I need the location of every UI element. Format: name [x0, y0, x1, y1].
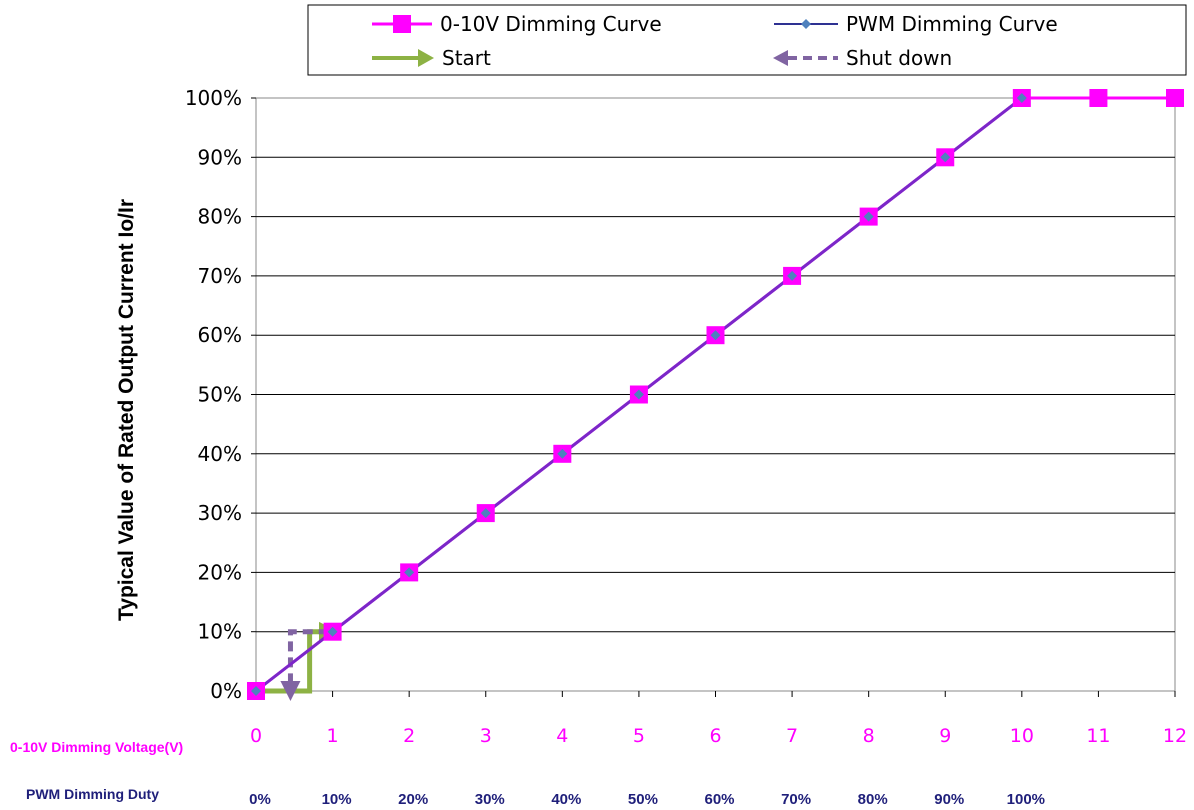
point-pwm	[710, 330, 721, 341]
point-pwm	[1016, 93, 1027, 103]
point-pwm	[557, 448, 568, 459]
point-pwm	[251, 686, 261, 696]
voltage-tick-label: 7	[786, 725, 798, 747]
start-shutdown-arrows	[256, 621, 339, 701]
x-axis-label-duty: PWM Dimming Duty	[26, 786, 159, 802]
y-tick-label: 40%	[198, 442, 242, 466]
legend-label: Start	[442, 46, 491, 70]
duty-tick-label: 70%	[781, 791, 811, 808]
voltage-tick-label: 1	[327, 725, 339, 747]
x-axis-label-voltage: 0-10V Dimming Voltage(V)	[10, 739, 183, 755]
voltage-tick-labels: 0 1 2 3 4 5 6 7 8 9 10 11 12	[250, 725, 1187, 747]
legend-item-pwm: PWM Dimming Curve	[774, 12, 1058, 36]
duty-tick-label: 0%	[249, 791, 271, 808]
legend-item-shutdown: Shut down	[773, 46, 952, 70]
voltage-tick-label: 11	[1086, 725, 1110, 747]
y-tick-labels: 0% 10% 20% 30% 40% 50% 60% 70% 80% 90% 100%	[185, 86, 242, 703]
left-arrow-icon	[773, 50, 788, 66]
voltage-tick-label: 12	[1163, 725, 1187, 747]
series-lines	[247, 89, 1184, 700]
point-pwm	[327, 626, 338, 637]
y-axis-label: Typical Value of Rated Output Current Io…	[115, 199, 138, 621]
y-tick-label: 100%	[185, 86, 242, 110]
voltage-tick-label: 10	[1010, 725, 1034, 747]
point-0-10v	[1166, 89, 1184, 107]
voltage-tick-label: 8	[863, 725, 875, 747]
point-pwm	[404, 567, 415, 578]
legend-item-0-10v: 0-10V Dimming Curve	[372, 12, 662, 36]
y-tick-label: 80%	[198, 205, 242, 229]
duty-tick-label: 80%	[858, 791, 888, 808]
duty-tick-labels: 0% 10% 20% 30% 40% 50% 60% 70% 80% 90% 100%	[249, 791, 1045, 808]
y-tick-label: 10%	[198, 620, 242, 644]
legend-label: 0-10V Dimming Curve	[440, 12, 662, 36]
duty-tick-label: 20%	[398, 791, 428, 808]
shutdown-arrow	[280, 629, 329, 701]
legend-box	[307, 4, 1187, 76]
y-tick-label: 20%	[198, 560, 242, 584]
right-arrow-icon	[418, 49, 434, 67]
duty-tick-label: 40%	[551, 791, 581, 808]
legend-label: Shut down	[846, 46, 952, 70]
duty-tick-label: 50%	[628, 791, 658, 808]
y-tick-label: 50%	[198, 383, 242, 407]
y-tick-label: 70%	[198, 264, 242, 288]
duty-tick-label: 90%	[934, 791, 964, 808]
voltage-tick-label: 3	[480, 725, 492, 747]
y-tick-label: 60%	[198, 323, 242, 347]
point-pwm	[633, 389, 644, 400]
legend-diamond-marker	[801, 19, 811, 29]
duty-tick-label: 60%	[704, 791, 734, 808]
legend: 0-10V Dimming Curve PWM Dimming Curve St…	[307, 4, 1187, 76]
legend-square-marker	[393, 15, 411, 33]
voltage-tick-label: 6	[709, 725, 721, 747]
voltage-tick-label: 9	[939, 725, 951, 747]
legend-label: PWM Dimming Curve	[846, 12, 1058, 36]
y-tick-label: 0%	[210, 679, 242, 703]
voltage-tick-label: 2	[403, 725, 415, 747]
point-0-10v	[1089, 89, 1108, 107]
point-pwm	[863, 211, 874, 222]
duty-tick-label: 100%	[1007, 791, 1045, 808]
voltage-tick-label: 5	[633, 725, 645, 747]
duty-tick-label: 30%	[475, 791, 505, 808]
duty-tick-label: 10%	[322, 791, 352, 808]
legend-item-start: Start	[372, 46, 491, 70]
x-tick-marks	[255, 691, 1176, 697]
y-tick-label: 30%	[198, 501, 242, 525]
y-tick-label: 90%	[198, 145, 242, 169]
point-pwm	[787, 270, 798, 281]
voltage-tick-label: 0	[250, 725, 262, 747]
point-pwm	[480, 508, 491, 519]
point-pwm	[940, 152, 951, 163]
voltage-tick-label: 4	[556, 725, 568, 747]
